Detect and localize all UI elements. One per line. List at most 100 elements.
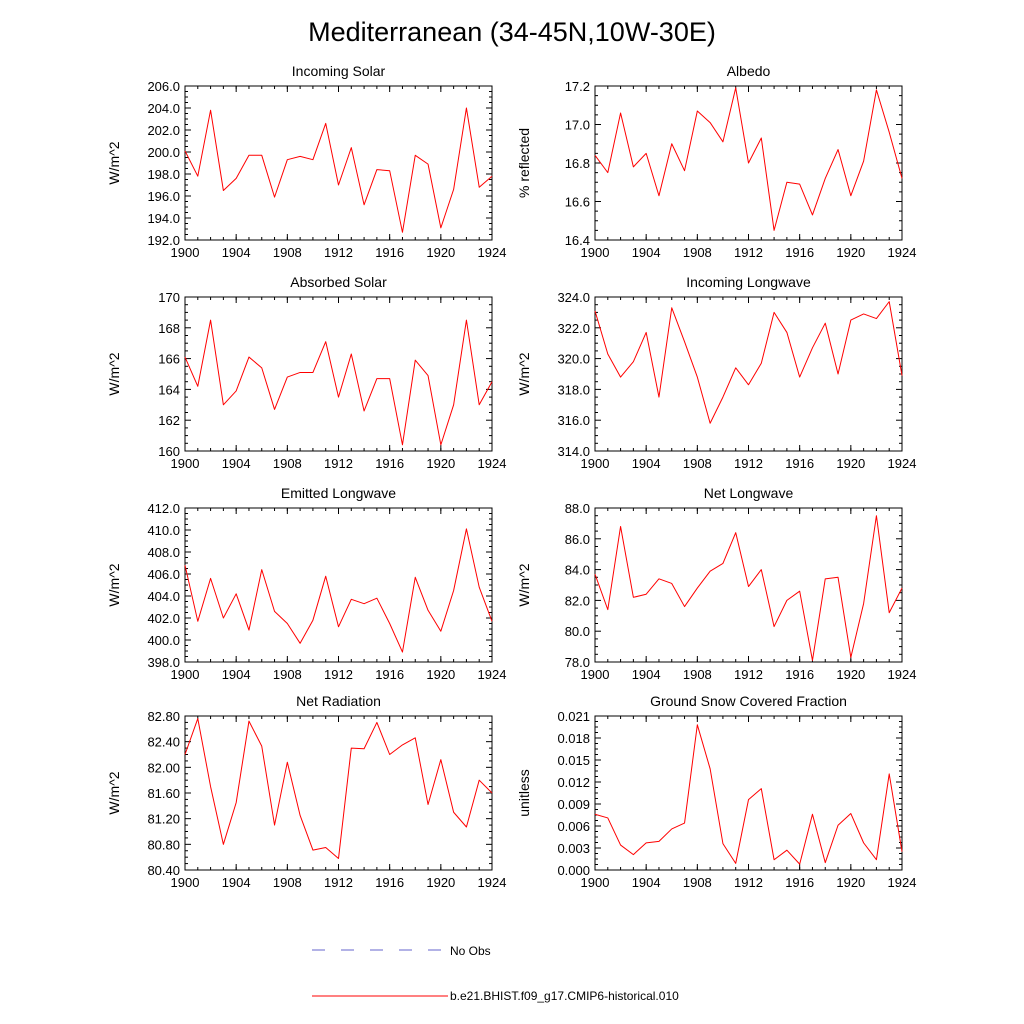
panel-incoming-longwave-xtick-label: 1916 [785,456,814,471]
panel-absorbed-solar-series-line [184,319,493,446]
panel-emitted-longwave-ytick-label: 410.0 [147,523,180,538]
panel-absorbed-solar-ytick-label: 162 [158,413,180,428]
panel-net-radiation-ytick-label: 80.40 [147,863,180,878]
panel-incoming-longwave-ytick-label: 318.0 [557,382,590,397]
panel-albedo-ytick-label: 16.6 [565,195,590,210]
panel-incoming-longwave-ytick-label: 314.0 [557,444,590,459]
panel-absorbed-solar-xtick-label: 1912 [324,456,353,471]
panel-net-radiation-ytick-label: 82.80 [147,709,180,724]
panel-ground-snow-covered-fraction-ytick-label: 0.009 [557,797,590,812]
panel-net-radiation-xtick-label: 1900 [171,875,200,890]
panel-incoming-longwave-xtick-label: 1904 [632,456,661,471]
panel-absorbed-solar-title: Absorbed Solar [290,274,387,290]
panel-emitted-longwave-ytick-label: 402.0 [147,611,180,626]
panel-absorbed-solar-xtick-label: 1920 [426,456,455,471]
panel-net-radiation-xtick-label: 1904 [222,875,251,890]
panel-net-longwave-xtick-label: 1916 [785,667,814,682]
panel-net-longwave-ytick-label: 86.0 [565,532,590,547]
panel-emitted-longwave-ytick-label: 398.0 [147,655,180,670]
panel-ground-snow-covered-fraction-ytick-label: 0.012 [557,775,590,790]
panel-incoming-solar-ytick-label: 200.0 [147,145,180,160]
panel-net-radiation-frame [184,715,493,871]
panel-incoming-solar-ytick-label: 198.0 [147,167,180,182]
panel-incoming-solar: Incoming Solar W/m^2 1900 1904 1908 1912 1916 1… [106,63,506,260]
panel-absorbed-solar-xtick-label: 1908 [273,456,302,471]
panel-net-radiation-ytick-label: 81.20 [147,812,180,827]
panel-incoming-solar-ytick-label: 194.0 [147,211,180,226]
panel-absorbed-solar-ytick-label: 164 [158,382,180,397]
panel-incoming-longwave-ytick-label: 322.0 [557,321,590,336]
panel-net-longwave-xtick-label: 1920 [836,667,865,682]
panel-emitted-longwave-xtick-label: 1912 [324,667,353,682]
panel-incoming-longwave-xtick-label: 1908 [683,456,712,471]
panel-emitted-longwave-xtick-label: 1920 [426,667,455,682]
panel-net-longwave-xtick-label: 1904 [632,667,661,682]
panel-albedo-title: Albedo [727,63,771,79]
panel-net-longwave-ytick-label: 88.0 [565,501,590,516]
panel-albedo-xtick-label: 1904 [632,245,661,260]
panel-absorbed-solar: Absorbed Solar W/m^2 1900 1904 1908 1912 1916 1… [106,274,506,471]
panel-ground-snow-covered-fraction-xtick-label: 1920 [836,875,865,890]
panel-absorbed-solar-xtick-label: 1900 [171,456,200,471]
panel-ground-snow-covered-fraction-xtick-label: 1924 [888,875,917,890]
panel-emitted-longwave-title: Emitted Longwave [281,485,396,501]
panel-incoming-solar-ytick-label: 206.0 [147,79,180,94]
panel-incoming-solar-title: Incoming Solar [292,63,386,79]
panel-incoming-longwave-frame [594,296,903,452]
panel-absorbed-solar-xtick-label: 1924 [478,456,507,471]
panel-albedo-ytick-label: 17.0 [565,118,590,133]
panel-ground-snow-covered-fraction-ytick-label: 0.000 [557,863,590,878]
panel-net-radiation-series-line [184,718,493,859]
panel-absorbed-solar-ytick-label: 168 [158,321,180,336]
panel-net-radiation-xtick-label: 1920 [426,875,455,890]
panel-net-radiation-ylabel: W/m^2 [106,771,122,814]
panel-incoming-solar-series-line [184,107,493,233]
panel-net-radiation-ytick-label: 82.00 [147,760,180,775]
panel-incoming-solar-ytick-label: 204.0 [147,101,180,116]
panel-net-longwave-series-line [594,515,903,661]
panel-incoming-solar-xtick-label: 1916 [375,245,404,260]
panel-ground-snow-covered-fraction-xtick-label: 1908 [683,875,712,890]
panel-net-radiation-ytick-label: 80.80 [147,837,180,852]
panel-net-radiation-xtick-label: 1916 [375,875,404,890]
panel-incoming-longwave-title: Incoming Longwave [686,274,811,290]
panel-net-longwave-ytick-label: 78.0 [565,655,590,670]
panel-albedo-xtick-label: 1924 [888,245,917,260]
panel-albedo-xtick-label: 1908 [683,245,712,260]
panel-albedo-xtick-label: 1916 [785,245,814,260]
panel-incoming-longwave-xtick-label: 1900 [581,456,610,471]
panel-incoming-solar-xtick-label: 1920 [426,245,455,260]
panel-incoming-longwave-series-line [594,301,903,424]
panel-net-longwave-ytick-label: 82.0 [565,593,590,608]
panel-ground-snow-covered-fraction-ytick-label: 0.015 [557,753,590,768]
panel-ground-snow-covered-fraction: Ground Snow Covered Fraction unitless 1900… [516,693,916,890]
panel-net-radiation-xtick-label: 1924 [478,875,507,890]
panel-net-longwave: Net Longwave W/m^2 1900 1904 1908 1912 1916 192… [516,485,916,682]
panel-incoming-solar-ytick-label: 196.0 [147,189,180,204]
panel-emitted-longwave-ytick-label: 400.0 [147,633,180,648]
panel-emitted-longwave: Emitted Longwave W/m^2 1900 1904 1908 1912 191… [106,485,506,682]
panel-ground-snow-covered-fraction-ytick-label: 0.003 [557,841,590,856]
panel-ground-snow-covered-fraction-series-line [594,724,903,865]
panel-incoming-longwave-xtick-label: 1912 [734,456,763,471]
panel-incoming-longwave-xtick-label: 1920 [836,456,865,471]
panel-emitted-longwave-xtick-label: 1916 [375,667,404,682]
panel-net-radiation-xtick-label: 1908 [273,875,302,890]
panel-incoming-solar-ytick-label: 202.0 [147,123,180,138]
panel-net-longwave-xtick-label: 1908 [683,667,712,682]
panel-net-longwave-ytick-label: 84.0 [565,563,590,578]
panel-emitted-longwave-xtick-label: 1924 [478,667,507,682]
panel-emitted-longwave-series-line [184,528,493,653]
panel-incoming-longwave-ytick-label: 316.0 [557,413,590,428]
panel-emitted-longwave-ytick-label: 406.0 [147,567,180,582]
panel-emitted-longwave-xtick-label: 1904 [222,667,251,682]
panel-incoming-longwave: Incoming Longwave W/m^2 1900 1904 1908 1912 19… [516,274,916,471]
panel-incoming-solar-xtick-label: 1912 [324,245,353,260]
panel-emitted-longwave-ytick-label: 404.0 [147,589,180,604]
panel-net-radiation-ytick-label: 81.60 [147,786,180,801]
panel-net-longwave-ylabel: W/m^2 [516,563,532,606]
panel-incoming-solar-xtick-label: 1924 [478,245,507,260]
panel-net-radiation-xtick-label: 1912 [324,875,353,890]
panel-incoming-longwave-ytick-label: 320.0 [557,352,590,367]
